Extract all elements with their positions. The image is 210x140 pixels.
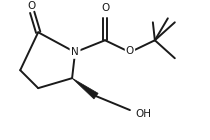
Text: O: O: [126, 46, 134, 56]
Text: OH: OH: [135, 109, 151, 119]
Text: O: O: [101, 3, 109, 13]
Polygon shape: [72, 78, 98, 99]
Text: N: N: [71, 47, 79, 57]
Text: O: O: [27, 1, 35, 11]
